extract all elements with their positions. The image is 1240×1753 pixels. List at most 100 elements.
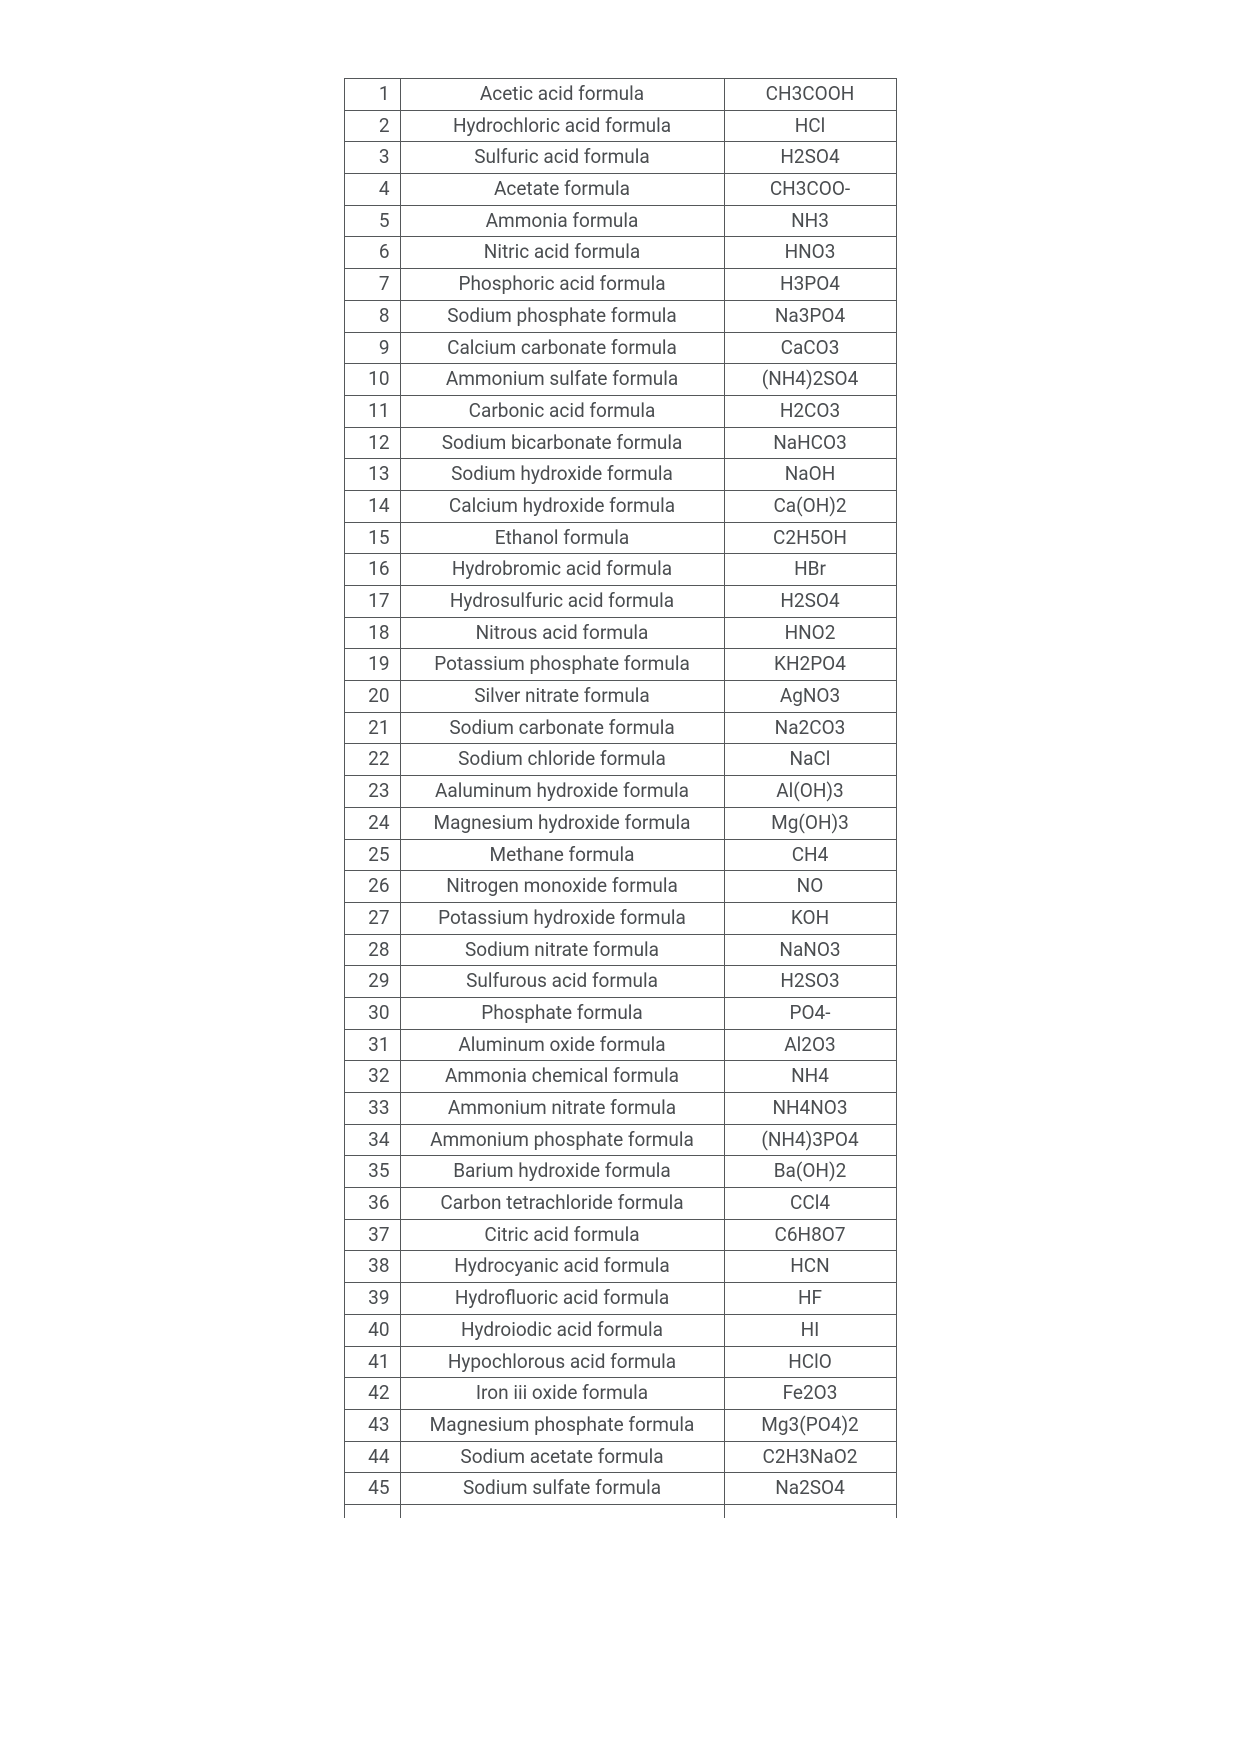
table-row: 38Hydrocyanic acid formulaHCN [344,1251,896,1283]
row-number: 32 [344,1061,400,1093]
table-row: 6Nitric acid formulaHNO3 [344,237,896,269]
compound-formula: NH4 [724,1061,896,1093]
table-row: 43Magnesium phosphate formulaMg3(PO4)2 [344,1409,896,1441]
table-row: 36Carbon tetrachloride formulaCCl4 [344,1188,896,1220]
compound-name: Hydroiodic acid formula [400,1314,724,1346]
compound-formula: H2SO3 [724,966,896,998]
row-number: 8 [344,300,400,332]
compound-name: Calcium hydroxide formula [400,490,724,522]
compound-name: Sodium carbonate formula [400,712,724,744]
compound-formula: Na3PO4 [724,300,896,332]
row-number: 13 [344,459,400,491]
table-tail-cell [724,1504,896,1518]
compound-formula: Ca(OH)2 [724,490,896,522]
table-row: 18Nitrous acid formulaHNO2 [344,617,896,649]
compound-formula: NH3 [724,205,896,237]
compound-name: Nitrous acid formula [400,617,724,649]
table-row: 9Calcium carbonate formulaCaCO3 [344,332,896,364]
compound-formula: C2H3NaO2 [724,1441,896,1473]
row-number: 19 [344,649,400,681]
row-number: 5 [344,205,400,237]
compound-name: Iron iii oxide formula [400,1378,724,1410]
table-tail-cell [344,1504,400,1518]
compound-name: Hydrofluoric acid formula [400,1283,724,1315]
table-row: 23Aaluminum hydroxide formulaAl(OH)3 [344,776,896,808]
compound-formula: Fe2O3 [724,1378,896,1410]
row-number: 41 [344,1346,400,1378]
row-number: 39 [344,1283,400,1315]
row-number: 22 [344,744,400,776]
compound-name: Citric acid formula [400,1219,724,1251]
table-row: 37Citric acid formulaC6H8O7 [344,1219,896,1251]
compound-name: Aluminum oxide formula [400,1029,724,1061]
compound-name: Carbon tetrachloride formula [400,1188,724,1220]
compound-formula: NaNO3 [724,934,896,966]
compound-formula: C2H5OH [724,522,896,554]
table-row: 8Sodium phosphate formulaNa3PO4 [344,300,896,332]
table-row: 32Ammonia chemical formulaNH4 [344,1061,896,1093]
compound-formula: Mg(OH)3 [724,807,896,839]
row-number: 25 [344,839,400,871]
table-row: 12Sodium bicarbonate formulaNaHCO3 [344,427,896,459]
row-number: 1 [344,79,400,111]
row-number: 16 [344,554,400,586]
table-row: 3Sulfuric acid formulaH2SO4 [344,142,896,174]
row-number: 14 [344,490,400,522]
row-number: 7 [344,269,400,301]
compound-formula: H3PO4 [724,269,896,301]
row-number: 43 [344,1409,400,1441]
table-row: 40Hydroiodic acid formulaHI [344,1314,896,1346]
row-number: 10 [344,364,400,396]
compound-name: Hydrocyanic acid formula [400,1251,724,1283]
compound-formula: AgNO3 [724,681,896,713]
compound-formula: C6H8O7 [724,1219,896,1251]
table-tail-cell [400,1504,724,1518]
compound-formula: HF [724,1283,896,1315]
row-number: 42 [344,1378,400,1410]
compound-formula: CaCO3 [724,332,896,364]
table-row: 35Barium hydroxide formulaBa(OH)2 [344,1156,896,1188]
row-number: 31 [344,1029,400,1061]
compound-formula: HCl [724,110,896,142]
compound-formula: (NH4)2SO4 [724,364,896,396]
compound-name: Aaluminum hydroxide formula [400,776,724,808]
compound-formula: HCN [724,1251,896,1283]
compound-formula: KOH [724,902,896,934]
compound-name: Hydrochloric acid formula [400,110,724,142]
table-row: 13Sodium hydroxide formulaNaOH [344,459,896,491]
row-number: 4 [344,174,400,206]
chemical-formula-table: 1Acetic acid formulaCH3COOH2Hydrochloric… [344,78,897,1518]
table-row: 7Phosphoric acid formulaH3PO4 [344,269,896,301]
compound-formula: HBr [724,554,896,586]
compound-name: Nitrogen monoxide formula [400,871,724,903]
compound-name: Sulfurous acid formula [400,966,724,998]
compound-formula: H2CO3 [724,395,896,427]
row-number: 3 [344,142,400,174]
compound-name: Acetic acid formula [400,79,724,111]
row-number: 28 [344,934,400,966]
table-row: 26Nitrogen monoxide formulaNO [344,871,896,903]
compound-formula: NaOH [724,459,896,491]
compound-name: Ammonium nitrate formula [400,1093,724,1125]
compound-name: Ammonium sulfate formula [400,364,724,396]
table-row: 21Sodium carbonate formulaNa2CO3 [344,712,896,744]
compound-formula: HNO3 [724,237,896,269]
row-number: 35 [344,1156,400,1188]
compound-name: Sulfuric acid formula [400,142,724,174]
table-row: 17Hydrosulfuric acid formulaH2SO4 [344,586,896,618]
compound-name: Sodium nitrate formula [400,934,724,966]
table-row: 33Ammonium nitrate formulaNH4NO3 [344,1093,896,1125]
compound-name: Sodium phosphate formula [400,300,724,332]
compound-name: Sodium hydroxide formula [400,459,724,491]
row-number: 30 [344,997,400,1029]
compound-formula: CH3COO- [724,174,896,206]
compound-formula: CH4 [724,839,896,871]
compound-formula: HClO [724,1346,896,1378]
table-tail-row [344,1504,896,1518]
compound-name: Acetate formula [400,174,724,206]
table-row: 29Sulfurous acid formulaH2SO3 [344,966,896,998]
compound-name: Phosphoric acid formula [400,269,724,301]
table-row: 15Ethanol formulaC2H5OH [344,522,896,554]
table-row: 24Magnesium hydroxide formulaMg(OH)3 [344,807,896,839]
compound-formula: (NH4)3PO4 [724,1124,896,1156]
